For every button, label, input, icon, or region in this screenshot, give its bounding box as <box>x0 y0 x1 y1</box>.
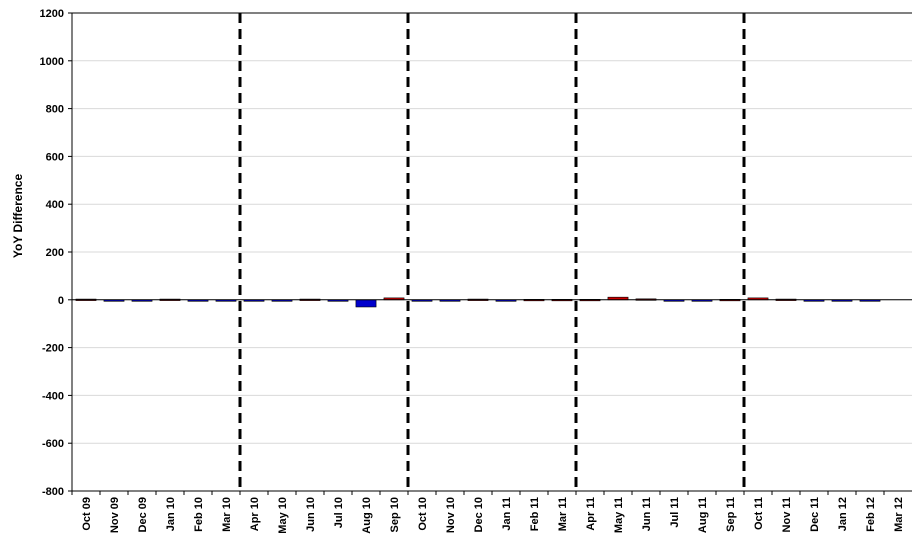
y-tick-label: -400 <box>42 390 64 402</box>
x-tick-label: Jan 10 <box>165 497 177 531</box>
x-tick-label: Feb 11 <box>529 497 541 531</box>
x-tick-label: Aug 10 <box>361 497 373 534</box>
x-tick-label: Apr 10 <box>249 497 261 531</box>
x-tick-label: Jan 11 <box>501 497 513 531</box>
y-tick-label: 800 <box>46 104 64 116</box>
x-tick-label: Mar 11 <box>557 497 569 531</box>
x-tick-label: Sep 11 <box>725 497 737 532</box>
x-tick-labels: Oct 09 Nov 09 Dec 09 Jan 10 Feb 10 Mar 10 Apr … <box>71 491 905 534</box>
x-tick-label: Oct 11 <box>753 497 765 530</box>
y-tick-labels: 1200 1000 800 600 400 200 0 -200 -400 -600 -800 <box>40 8 72 498</box>
y-tick-label: -200 <box>42 343 64 355</box>
gridlines <box>72 12 912 492</box>
x-tick-label: Mar 10 <box>221 497 233 532</box>
x-tick-label: Apr 11 <box>585 497 597 531</box>
x-tick-label: Feb 10 <box>193 497 205 532</box>
x-tick-label: Jun 11 <box>641 497 653 531</box>
x-tick-label: Jun 10 <box>305 497 317 532</box>
x-tick-label: Feb 12 <box>865 497 877 532</box>
x-tick-label: Oct 09 <box>81 497 93 531</box>
x-tick-label: Nov 10 <box>445 497 457 533</box>
y-tick-label: -800 <box>42 486 64 498</box>
y-tick-label: 200 <box>46 247 64 259</box>
x-tick-label: Dec 09 <box>137 497 149 532</box>
x-tick-label: May 10 <box>277 497 289 534</box>
x-tick-label: Jul 11 <box>669 497 681 528</box>
y-tick-label: 1200 <box>40 8 64 20</box>
x-tick-label: Nov 09 <box>109 497 121 533</box>
x-tick-label: Jan 12 <box>837 497 849 531</box>
x-tick-label: Dec 10 <box>473 497 485 532</box>
x-tick-label: Sep 10 <box>389 497 401 532</box>
bars <box>75 296 881 308</box>
x-tick-label: Aug 11 <box>697 497 709 533</box>
x-tick-label: Dec 11 <box>809 497 821 532</box>
x-tick-label: May 11 <box>613 497 625 533</box>
y-tick-label: 600 <box>46 151 64 163</box>
x-tick-label: Nov 11 <box>781 497 793 532</box>
y-axis-title: YoY Difference <box>11 174 25 259</box>
y-tick-label: 1000 <box>40 56 64 68</box>
x-tick-label: Mar 12 <box>893 497 905 532</box>
x-tick-label: Oct 10 <box>417 497 429 531</box>
bar-aug-10 <box>355 299 377 308</box>
y-tick-label: 0 <box>58 295 64 307</box>
y-tick-label: 400 <box>46 199 64 211</box>
y-tick-label: -600 <box>42 438 64 450</box>
x-tick-label: Jul 10 <box>333 497 345 528</box>
